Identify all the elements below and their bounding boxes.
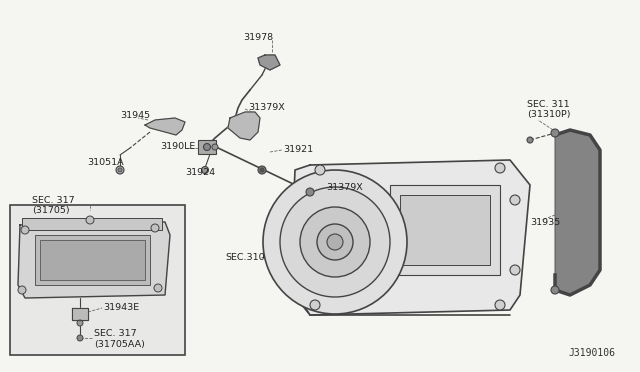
Text: 31935: 31935 xyxy=(530,218,560,227)
Text: 31924: 31924 xyxy=(185,167,215,176)
Text: SEC. 317: SEC. 317 xyxy=(32,196,75,205)
Circle shape xyxy=(495,300,505,310)
Circle shape xyxy=(18,286,26,294)
Circle shape xyxy=(510,265,520,275)
Circle shape xyxy=(510,195,520,205)
Polygon shape xyxy=(258,55,280,70)
Circle shape xyxy=(154,284,162,292)
Polygon shape xyxy=(145,118,185,135)
Bar xyxy=(390,185,500,275)
Circle shape xyxy=(116,166,124,174)
Circle shape xyxy=(77,335,83,341)
Circle shape xyxy=(202,167,209,173)
Circle shape xyxy=(280,187,390,297)
Bar xyxy=(198,140,216,154)
Text: 31978: 31978 xyxy=(243,32,273,42)
Circle shape xyxy=(551,129,559,137)
Circle shape xyxy=(86,216,94,224)
Bar xyxy=(35,235,150,285)
Circle shape xyxy=(21,226,29,234)
Text: 31051A: 31051A xyxy=(87,157,124,167)
Polygon shape xyxy=(18,222,170,298)
Circle shape xyxy=(151,224,159,232)
Polygon shape xyxy=(72,308,88,320)
Circle shape xyxy=(204,144,211,151)
Circle shape xyxy=(551,286,559,294)
Bar xyxy=(40,240,145,280)
Text: 31943E: 31943E xyxy=(103,302,139,311)
Bar xyxy=(400,195,490,265)
Circle shape xyxy=(527,137,533,143)
Circle shape xyxy=(327,234,343,250)
Circle shape xyxy=(212,144,218,150)
Circle shape xyxy=(263,170,407,314)
Text: 3190LE: 3190LE xyxy=(160,141,195,151)
Text: 31945: 31945 xyxy=(120,110,150,119)
Circle shape xyxy=(300,207,370,277)
Text: J3190106: J3190106 xyxy=(568,348,615,358)
Text: 31379X: 31379X xyxy=(248,103,285,112)
Circle shape xyxy=(260,168,264,172)
Circle shape xyxy=(310,300,320,310)
Bar xyxy=(22,218,162,230)
Circle shape xyxy=(495,163,505,173)
Circle shape xyxy=(258,166,266,174)
Polygon shape xyxy=(555,130,600,295)
Circle shape xyxy=(315,165,325,175)
Polygon shape xyxy=(290,160,530,315)
Text: 31379X: 31379X xyxy=(326,183,363,192)
Text: (31705AA): (31705AA) xyxy=(94,340,145,349)
Text: SEC. 317: SEC. 317 xyxy=(94,330,136,339)
Text: SEC.310: SEC.310 xyxy=(225,253,264,262)
Text: (31705): (31705) xyxy=(32,205,70,215)
Polygon shape xyxy=(228,112,260,140)
Circle shape xyxy=(306,188,314,196)
Circle shape xyxy=(317,224,353,260)
Bar xyxy=(10,205,185,355)
Text: SEC. 311: SEC. 311 xyxy=(527,99,570,109)
Text: 31921: 31921 xyxy=(283,144,313,154)
Circle shape xyxy=(77,320,83,326)
Circle shape xyxy=(118,168,122,172)
Text: (31310P): (31310P) xyxy=(527,109,570,119)
